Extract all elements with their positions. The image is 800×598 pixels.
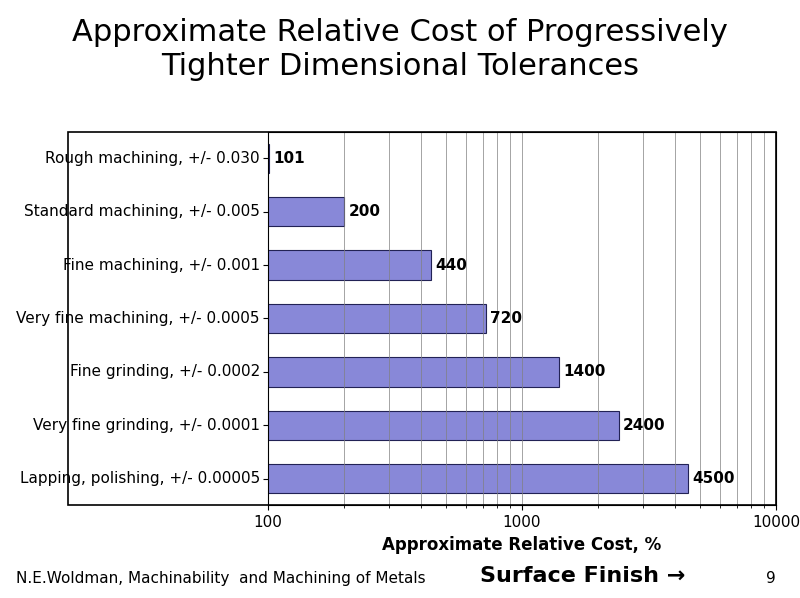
Bar [0,464,688,493]
Text: Very fine machining, +/- 0.0005: Very fine machining, +/- 0.0005 [17,311,260,326]
Text: Rough machining, +/- 0.030: Rough machining, +/- 0.030 [46,151,260,166]
Text: Fine grinding, +/- 0.0002: Fine grinding, +/- 0.0002 [70,364,260,379]
Text: Fine machining, +/- 0.001: Fine machining, +/- 0.001 [63,258,260,273]
Text: 9: 9 [766,571,776,586]
Text: 1400: 1400 [563,364,606,379]
Text: 4500: 4500 [692,471,734,486]
Text: 440: 440 [436,258,468,273]
Text: 200: 200 [349,204,381,219]
Text: 2400: 2400 [623,418,666,433]
Text: N.E.Woldman, Machinability  and Machining of Metals: N.E.Woldman, Machinability and Machining… [16,571,426,586]
Text: Surface Finish →: Surface Finish → [480,566,686,586]
Bar [0,357,559,386]
Text: 720: 720 [490,311,522,326]
Text: Approximate Relative Cost of Progressively
Tighter Dimensional Tolerances: Approximate Relative Cost of Progressive… [72,18,728,81]
Bar [0,304,486,333]
Text: Lapping, polishing, +/- 0.00005: Lapping, polishing, +/- 0.00005 [20,471,260,486]
Text: Standard machining, +/- 0.005: Standard machining, +/- 0.005 [24,204,260,219]
Bar [0,251,431,280]
X-axis label: Approximate Relative Cost, %: Approximate Relative Cost, % [382,536,662,554]
Bar [0,411,618,440]
Text: 101: 101 [274,151,305,166]
Text: Very fine grinding, +/- 0.0001: Very fine grinding, +/- 0.0001 [33,418,260,433]
Bar [0,144,269,173]
Bar [0,197,345,226]
